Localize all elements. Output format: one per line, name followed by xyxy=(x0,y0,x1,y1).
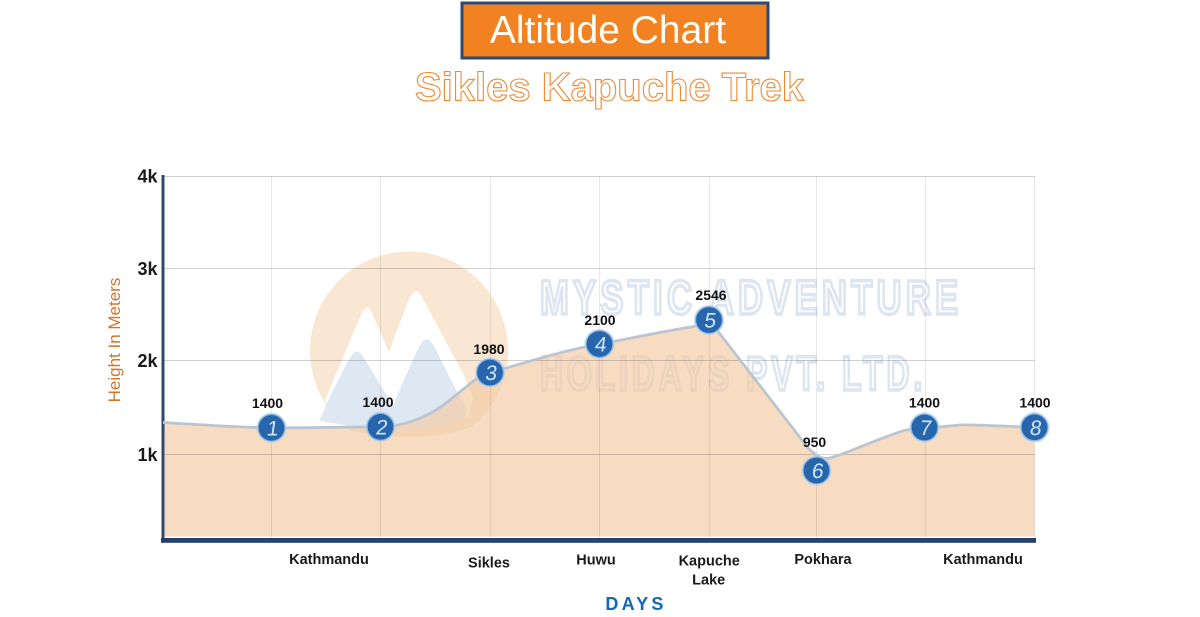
svg-text:4k: 4k xyxy=(137,167,158,187)
svg-text:Altitude Chart: Altitude Chart xyxy=(490,9,726,52)
svg-text:1: 1 xyxy=(265,417,280,440)
svg-text:1400: 1400 xyxy=(1019,395,1050,411)
svg-text:Sikles Kapuche Trek: Sikles Kapuche Trek xyxy=(415,66,805,110)
svg-text:8: 8 xyxy=(1028,417,1043,440)
svg-text:2100: 2100 xyxy=(584,312,615,328)
svg-text:Huwu: Huwu xyxy=(576,553,615,569)
svg-text:Kathmandu: Kathmandu xyxy=(289,552,369,568)
svg-text:950: 950 xyxy=(803,434,827,450)
svg-text:Kathmandu: Kathmandu xyxy=(943,552,1023,568)
svg-text:7: 7 xyxy=(918,417,933,440)
svg-text:1980: 1980 xyxy=(473,341,504,357)
svg-text:2546: 2546 xyxy=(695,287,726,303)
svg-text:MYSTIC ADVENTURE: MYSTIC ADVENTURE xyxy=(540,270,962,324)
svg-text:1400: 1400 xyxy=(362,394,393,410)
svg-text:2k: 2k xyxy=(137,351,158,371)
svg-text:3: 3 xyxy=(484,362,499,385)
svg-text:Height In Meters: Height In Meters xyxy=(105,278,124,403)
svg-text:5: 5 xyxy=(703,310,718,333)
svg-text:6: 6 xyxy=(810,460,825,483)
svg-text:1k: 1k xyxy=(137,445,158,465)
svg-text:3k: 3k xyxy=(137,259,158,279)
svg-text:Lake: Lake xyxy=(692,573,725,589)
svg-text:1400: 1400 xyxy=(252,395,283,411)
svg-text:2: 2 xyxy=(374,416,389,439)
svg-text:1400: 1400 xyxy=(909,395,940,411)
svg-text:Sikles: Sikles xyxy=(468,556,510,572)
svg-text:Kapuche: Kapuche xyxy=(679,554,740,570)
svg-text:DAYS: DAYS xyxy=(605,594,666,614)
svg-text:Pokhara: Pokhara xyxy=(794,552,852,568)
svg-text:4: 4 xyxy=(593,334,608,357)
